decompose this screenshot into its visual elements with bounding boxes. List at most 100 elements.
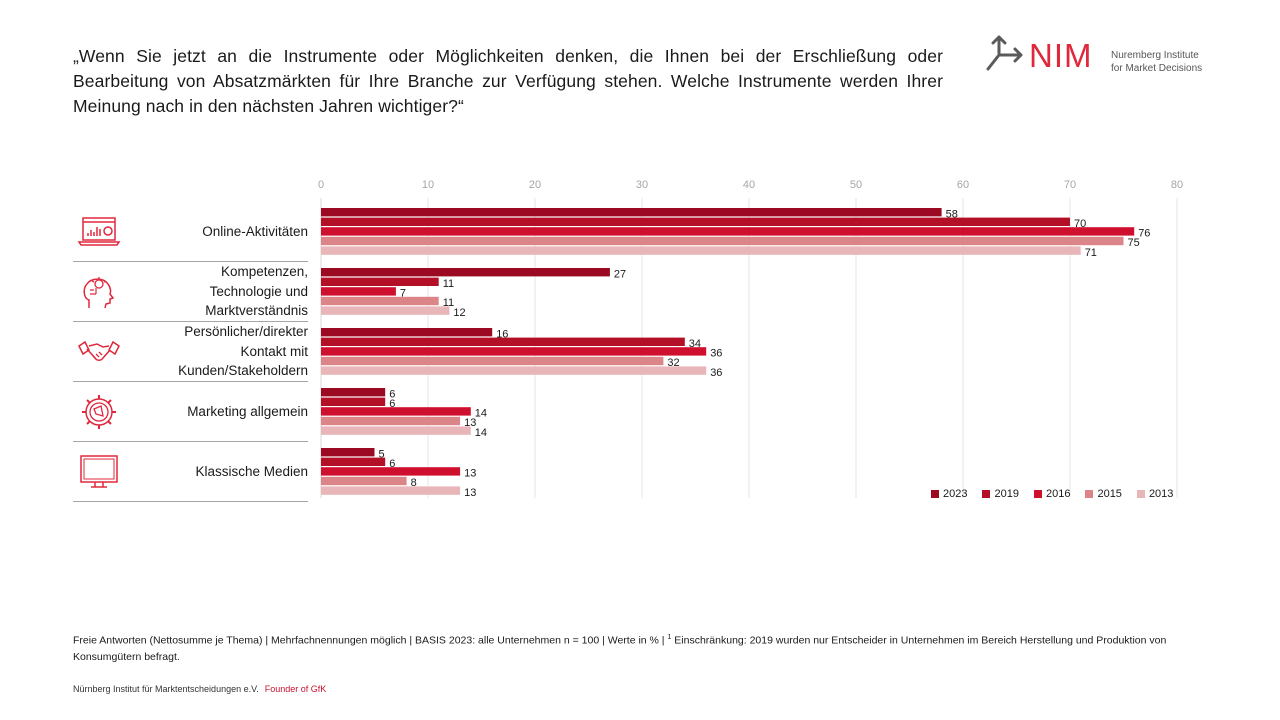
category-label: Kompetenzen, Technologie und Marktverstä… (205, 264, 308, 319)
handshake-icon (78, 340, 120, 361)
arrow-logo-icon (986, 35, 1023, 71)
bar (321, 306, 450, 315)
category-row: Kompetenzen, Technologie und Marktverstä… (73, 262, 308, 322)
legend-label: 2019 (994, 488, 1019, 500)
data-label: 36 (710, 367, 722, 379)
footnote-superscript: 1 (667, 634, 672, 641)
bar (321, 467, 461, 476)
data-label: 71 (1085, 247, 1097, 259)
bar (321, 448, 375, 457)
bar (321, 227, 1135, 236)
legend-label: 2015 (1097, 488, 1122, 500)
bar (321, 328, 493, 337)
footer-org: Nürnberg Institut für Marktentscheidunge… (73, 684, 259, 694)
data-label: 6 (389, 458, 395, 470)
gear-megaphone-icon (82, 395, 116, 429)
footnote-rest: Einschränkung: 2019 wurden nur Entscheid… (73, 634, 1167, 663)
data-label: 27 (614, 268, 626, 280)
data-label: 75 (1128, 237, 1140, 249)
legend-label: 2023 (943, 488, 968, 500)
footer-founder: Founder of GfK (264, 684, 327, 694)
data-label: 7 (400, 288, 406, 300)
category-row: Persönlicher/direkter Kontakt mit Kunden… (73, 322, 308, 382)
data-label: 76 (1138, 228, 1150, 240)
data-label: 8 (411, 477, 417, 489)
row-divider (73, 321, 308, 322)
bar (321, 476, 407, 486)
data-label: 58 (946, 208, 958, 220)
category-row: Online-Aktivitäten (73, 202, 308, 262)
category-label: Persönlicher/direkter Kontakt mit Kunden… (178, 324, 308, 379)
data-label: 14 (475, 408, 487, 420)
legend-swatch (1085, 490, 1094, 498)
data-label: 36 (710, 348, 722, 360)
bar-chart: 0 10 20 30 40 50 60 70 8058707675712711711121634… (318, 179, 1183, 499)
legend-label: 2013 (1148, 488, 1174, 500)
category-label: Online-Aktivitäten (202, 223, 308, 239)
chart-legend: 2023 2019 2016 2015 2013 (931, 488, 1188, 500)
data-label: 16 (496, 328, 508, 340)
category-label: Klassische Medien (195, 463, 308, 479)
data-label: 11 (443, 278, 454, 290)
bar (321, 277, 439, 286)
footnote: Freie Antworten (Nettosumme je Thema) | … (73, 630, 1183, 665)
x-tick-label: 0 (318, 179, 324, 191)
row-divider (73, 441, 308, 442)
laptop-analytics-icon (77, 217, 121, 246)
nim-logo: NIM Nuremberg Institute for Market Decis… (985, 35, 1225, 75)
data-label: 6 (389, 398, 395, 410)
footnote-main: Freie Antworten (Nettosumme je Thema) | … (73, 634, 668, 647)
bar (321, 486, 461, 495)
legend-swatch (982, 490, 991, 498)
logo-subtitle-line2: for Market Decisions (1111, 63, 1203, 74)
legend-label: 2016 (1045, 488, 1071, 500)
data-label: 5 (379, 448, 385, 460)
head-gear-icon (83, 277, 115, 309)
bar (321, 426, 471, 435)
legend-item: 2015 (1085, 488, 1122, 500)
bar (321, 217, 1070, 226)
bar (321, 388, 386, 397)
bar (321, 397, 386, 406)
footer: Nürnberg Institut für Marktentscheidunge… (73, 684, 326, 694)
survey-question: „Wenn Sie jetzt an die Instrumente oder … (73, 46, 943, 116)
row-divider (73, 381, 308, 382)
category-row: Marketing allgemein (73, 382, 308, 442)
bar (321, 236, 1124, 246)
data-label: 6 (389, 388, 395, 400)
data-label: 12 (453, 307, 465, 319)
bar (321, 208, 942, 217)
bar (321, 457, 386, 466)
data-label: 11 (443, 297, 454, 309)
legend-swatch (1033, 490, 1042, 498)
data-label: 13 (464, 487, 476, 499)
row-divider (73, 501, 308, 502)
legend-item: 2016 (1033, 488, 1071, 500)
logo-subtitle-line1: Nuremberg Institute (1111, 50, 1199, 61)
data-label: 34 (689, 338, 701, 350)
x-tick-label: 40 (743, 179, 755, 191)
x-tick-label: 50 (850, 179, 862, 191)
bar (321, 337, 685, 346)
bar (321, 287, 396, 296)
x-tick-label: 70 (1064, 179, 1076, 191)
x-tick-label: 80 (1171, 179, 1183, 191)
bar (321, 356, 664, 366)
bar (321, 296, 439, 306)
bar (321, 407, 471, 416)
data-label: 13 (464, 417, 476, 429)
bar (321, 347, 707, 356)
x-tick-label: 20 (529, 179, 541, 191)
category-row: Klassische Medien (73, 442, 308, 502)
row-divider (73, 261, 308, 262)
data-label: 13 (464, 468, 476, 480)
x-tick-label: 10 (422, 179, 434, 191)
monitor-icon (80, 455, 118, 488)
legend-swatch (931, 490, 939, 498)
x-tick-label: 30 (636, 179, 648, 191)
logo-wordmark: NIM (1029, 37, 1093, 74)
bar (321, 268, 610, 277)
data-label: 70 (1074, 218, 1086, 230)
bar (321, 246, 1081, 255)
x-tick-label: 60 (957, 179, 969, 191)
